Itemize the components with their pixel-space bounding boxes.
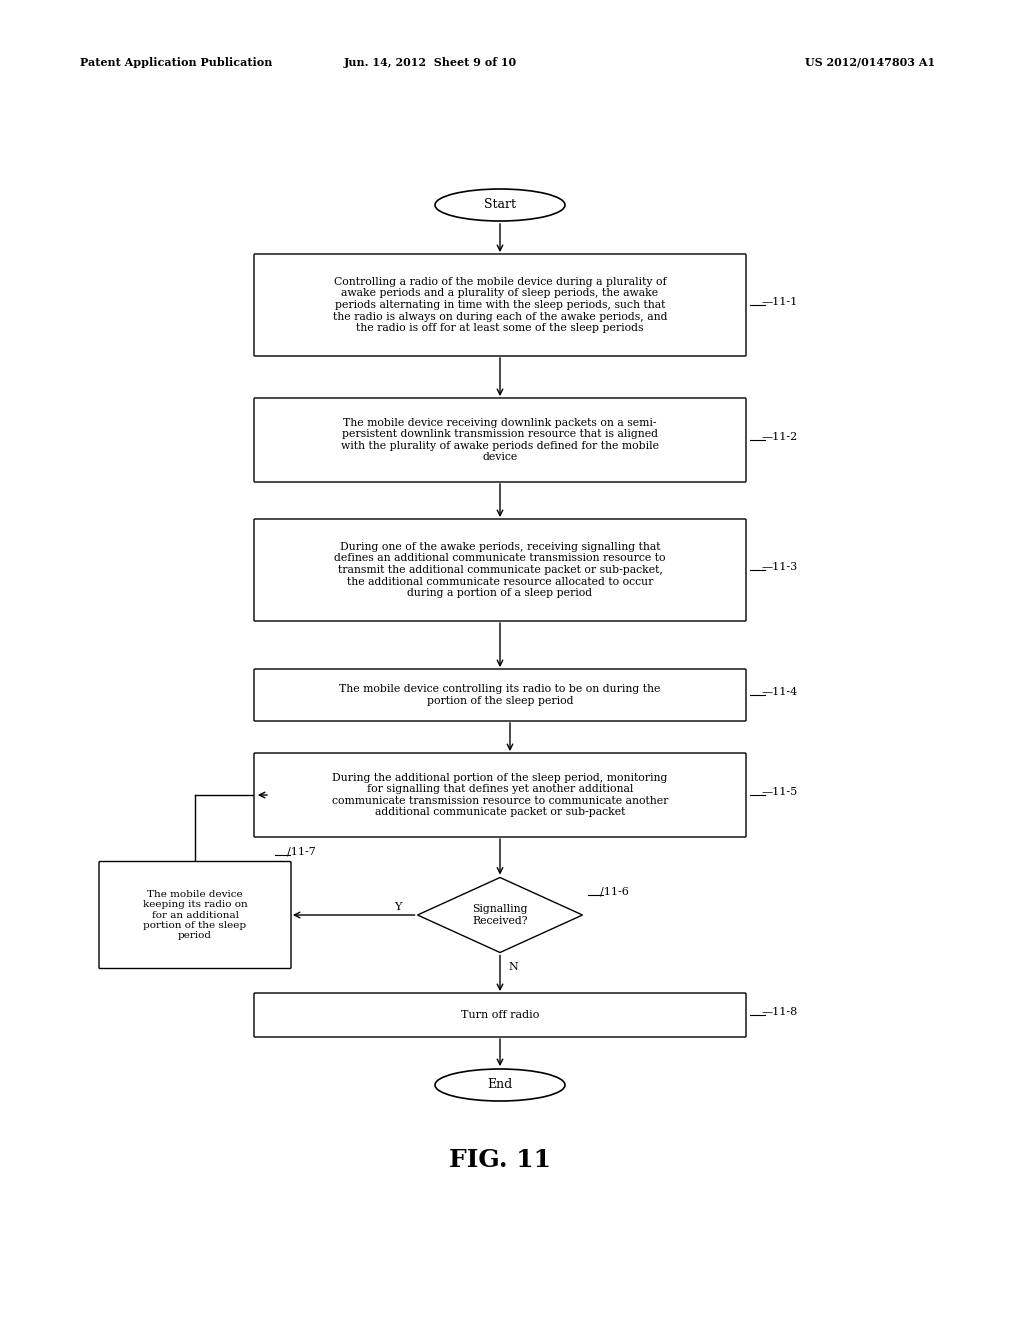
FancyBboxPatch shape — [254, 669, 746, 721]
FancyBboxPatch shape — [254, 399, 746, 482]
FancyBboxPatch shape — [254, 752, 746, 837]
Text: US 2012/0147803 A1: US 2012/0147803 A1 — [805, 57, 935, 67]
Text: —11-1: —11-1 — [762, 297, 799, 308]
Text: Turn off radio: Turn off radio — [461, 1010, 540, 1020]
Ellipse shape — [435, 189, 565, 220]
FancyBboxPatch shape — [99, 862, 291, 969]
Text: End: End — [487, 1078, 513, 1092]
FancyBboxPatch shape — [254, 253, 746, 356]
Text: N: N — [508, 962, 518, 973]
Text: Patent Application Publication: Patent Application Publication — [80, 57, 272, 67]
Text: —11-2: —11-2 — [762, 432, 799, 442]
Text: The mobile device receiving downlink packets on a semi-
persistent downlink tran: The mobile device receiving downlink pac… — [341, 417, 659, 462]
Text: /11-7: /11-7 — [287, 846, 315, 857]
Text: —11-3: —11-3 — [762, 562, 799, 572]
Text: During the additional portion of the sleep period, monitoring
for signalling tha: During the additional portion of the sle… — [332, 772, 669, 817]
Text: The mobile device controlling its radio to be on during the
portion of the sleep: The mobile device controlling its radio … — [339, 684, 660, 706]
Text: /11-6: /11-6 — [599, 887, 629, 898]
Text: During one of the awake periods, receiving signalling that
defines an additional: During one of the awake periods, receivi… — [334, 541, 666, 598]
Text: The mobile device
keeping its radio on
for an additional
portion of the sleep
pe: The mobile device keeping its radio on f… — [142, 890, 248, 940]
Polygon shape — [418, 878, 583, 953]
Text: Controlling a radio of the mobile device during a plurality of
awake periods and: Controlling a radio of the mobile device… — [333, 277, 668, 333]
Text: Y: Y — [394, 902, 401, 912]
Text: Jun. 14, 2012  Sheet 9 of 10: Jun. 14, 2012 Sheet 9 of 10 — [343, 57, 516, 67]
Ellipse shape — [435, 1069, 565, 1101]
Text: —11-5: —11-5 — [762, 787, 799, 797]
Text: FIG. 11: FIG. 11 — [449, 1148, 551, 1172]
Text: Start: Start — [484, 198, 516, 211]
Text: —11-8: —11-8 — [762, 1007, 799, 1016]
FancyBboxPatch shape — [254, 519, 746, 620]
Text: —11-4: —11-4 — [762, 686, 799, 697]
Text: Signalling
Received?: Signalling Received? — [472, 904, 527, 925]
FancyBboxPatch shape — [254, 993, 746, 1038]
